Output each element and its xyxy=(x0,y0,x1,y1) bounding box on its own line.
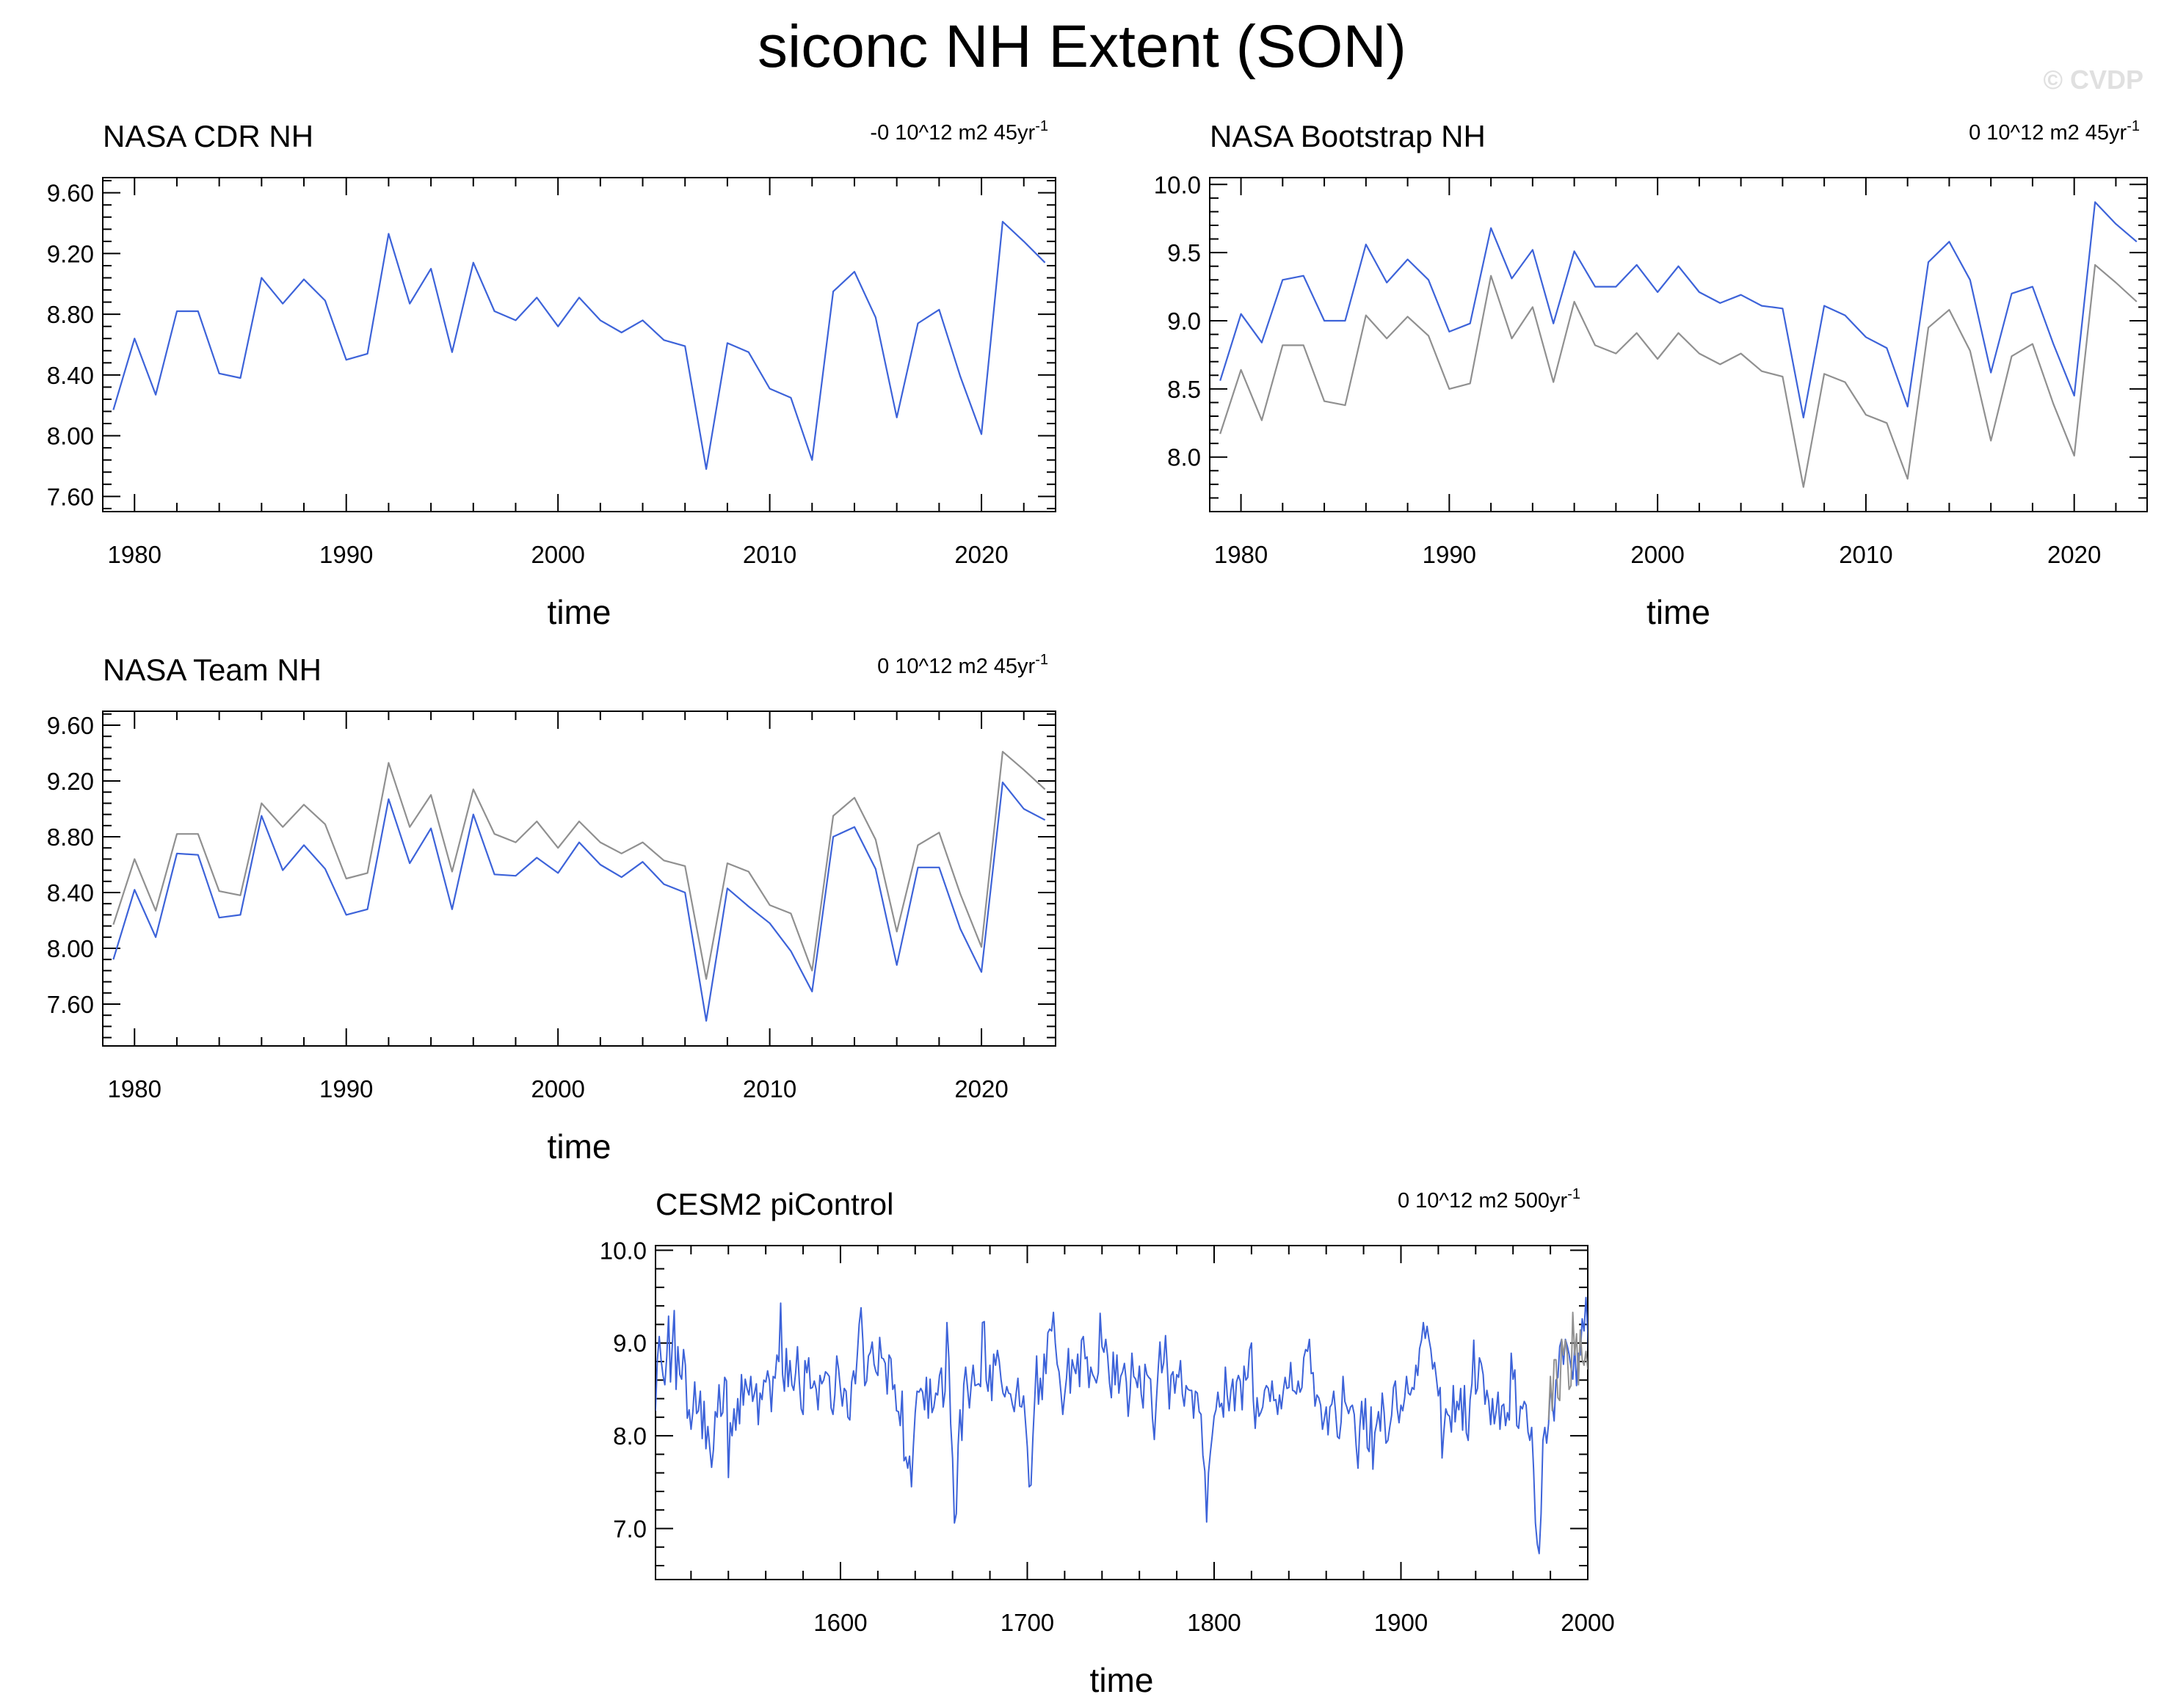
trend-exponent: -1 xyxy=(2127,118,2140,134)
chart-panel-top-right: 8.0 8.5 9.0 9.5 10.0 1980 1990 2000 2010 2020 time… xyxy=(1154,118,2148,631)
watermark: © CVDP xyxy=(2043,65,2143,95)
y-tick-label: 9.0 xyxy=(613,1330,647,1357)
y-tick-label: 9.20 xyxy=(47,768,94,795)
trend-value: 0 10^12 m2 45yr xyxy=(1969,121,2127,145)
y-tick-label: 8.0 xyxy=(613,1422,647,1450)
plot-frame xyxy=(102,711,1056,1047)
y-tick-label: 9.20 xyxy=(47,240,94,267)
trend-label: 0 10^12 m2 500yr-1 xyxy=(1398,1186,1580,1213)
x-tick-label: 1980 xyxy=(1214,541,1268,568)
x-tick-label: 1800 xyxy=(1187,1609,1241,1636)
plot-frame xyxy=(102,177,1056,512)
series-line-reference xyxy=(1219,264,2138,488)
x-tick-label: 2000 xyxy=(531,541,584,568)
series-line-reference xyxy=(112,750,1046,980)
x-tick-label: 2020 xyxy=(954,1075,1008,1102)
y-tick-label: 9.5 xyxy=(1167,239,1201,266)
y-tick-label: 10.0 xyxy=(600,1237,647,1264)
x-tick-label: 1980 xyxy=(108,541,161,568)
series-line-nasa-bootstrap-nh xyxy=(1219,201,2138,419)
y-tick-label: 9.0 xyxy=(1167,308,1201,335)
plot-frame xyxy=(655,1245,1588,1580)
y-tick-label: 8.80 xyxy=(47,301,94,328)
x-axis-title: time xyxy=(548,593,611,631)
y-tick-label: 7.0 xyxy=(613,1515,647,1542)
trend-label: -0 10^12 m2 45yr-1 xyxy=(870,118,1048,145)
y-tick-label: 7.60 xyxy=(47,483,94,510)
series-line-reference xyxy=(1547,1312,1588,1420)
series-line-nasa-team-nh xyxy=(112,781,1046,1022)
x-tick-label: 1990 xyxy=(319,1075,373,1102)
y-tick-label: 9.60 xyxy=(47,712,94,739)
chart-panel-top-left: 7.60 8.00 8.40 8.80 9.20 9.60 1980 1990 2000 2010… xyxy=(47,118,1056,631)
x-tick-label: 1600 xyxy=(813,1609,867,1636)
x-tick-label: 1700 xyxy=(1001,1609,1054,1636)
y-tick-label: 10.0 xyxy=(1154,171,1201,198)
series-line-nasa-cdr-nh xyxy=(112,220,1046,470)
panel-title: NASA Bootstrap NH xyxy=(1210,119,1486,153)
trend-label: 0 10^12 m2 45yr-1 xyxy=(1969,118,2140,145)
y-tick-label: 9.60 xyxy=(47,180,94,207)
chart-panel-bottom-center: 7.0 8.0 9.0 10.0 1600 1700 1800 1900 2000 time CES… xyxy=(600,1186,1615,1699)
trend-value: 0 10^12 m2 45yr xyxy=(877,655,1035,678)
y-tick-label: 8.80 xyxy=(47,824,94,851)
x-axis-title: time xyxy=(548,1127,611,1166)
trend-value: 0 10^12 m2 500yr xyxy=(1398,1189,1568,1213)
series-line-cesm2-picontrol xyxy=(656,1296,1588,1555)
x-tick-label: 2010 xyxy=(1839,541,1892,568)
x-tick-label: 1990 xyxy=(1423,541,1476,568)
x-tick-label: 1980 xyxy=(108,1075,161,1102)
x-tick-label: 2010 xyxy=(743,541,796,568)
y-tick-label: 8.40 xyxy=(47,879,94,906)
x-axis-title: time xyxy=(1090,1661,1154,1699)
x-tick-label: 1990 xyxy=(319,541,373,568)
panel-title: CESM2 piControl xyxy=(656,1187,893,1221)
y-tick-label: 8.40 xyxy=(47,362,94,389)
trend-label: 0 10^12 m2 45yr-1 xyxy=(877,652,1048,678)
x-tick-label: 2010 xyxy=(743,1075,796,1102)
plot-frame xyxy=(1209,177,2148,512)
x-axis-title: time xyxy=(1646,593,1710,631)
y-tick-label: 8.5 xyxy=(1167,376,1201,403)
chart-panel-middle-left: 7.60 8.00 8.40 8.80 9.20 9.60 1980 1990 2000 2010… xyxy=(47,652,1056,1166)
y-tick-label: 7.60 xyxy=(47,991,94,1018)
y-tick-label: 8.0 xyxy=(1167,444,1201,471)
y-tick-label: 8.00 xyxy=(47,935,94,962)
trend-exponent: -1 xyxy=(1035,652,1048,668)
page-title: siconc NH Extent (SON) xyxy=(758,13,1406,80)
x-tick-label: 2020 xyxy=(954,541,1008,568)
x-tick-label: 1900 xyxy=(1374,1609,1428,1636)
x-tick-label: 2000 xyxy=(1561,1609,1614,1636)
trend-exponent: -1 xyxy=(1567,1186,1580,1202)
y-tick-label: 8.00 xyxy=(47,423,94,450)
x-tick-label: 2000 xyxy=(1630,541,1684,568)
trend-value: -0 10^12 m2 45yr xyxy=(870,121,1035,145)
x-tick-label: 2000 xyxy=(531,1075,584,1102)
trend-exponent: -1 xyxy=(1035,118,1048,134)
x-tick-label: 2020 xyxy=(2047,541,2101,568)
panel-title: NASA Team NH xyxy=(103,653,322,687)
panel-title: NASA CDR NH xyxy=(103,119,313,153)
